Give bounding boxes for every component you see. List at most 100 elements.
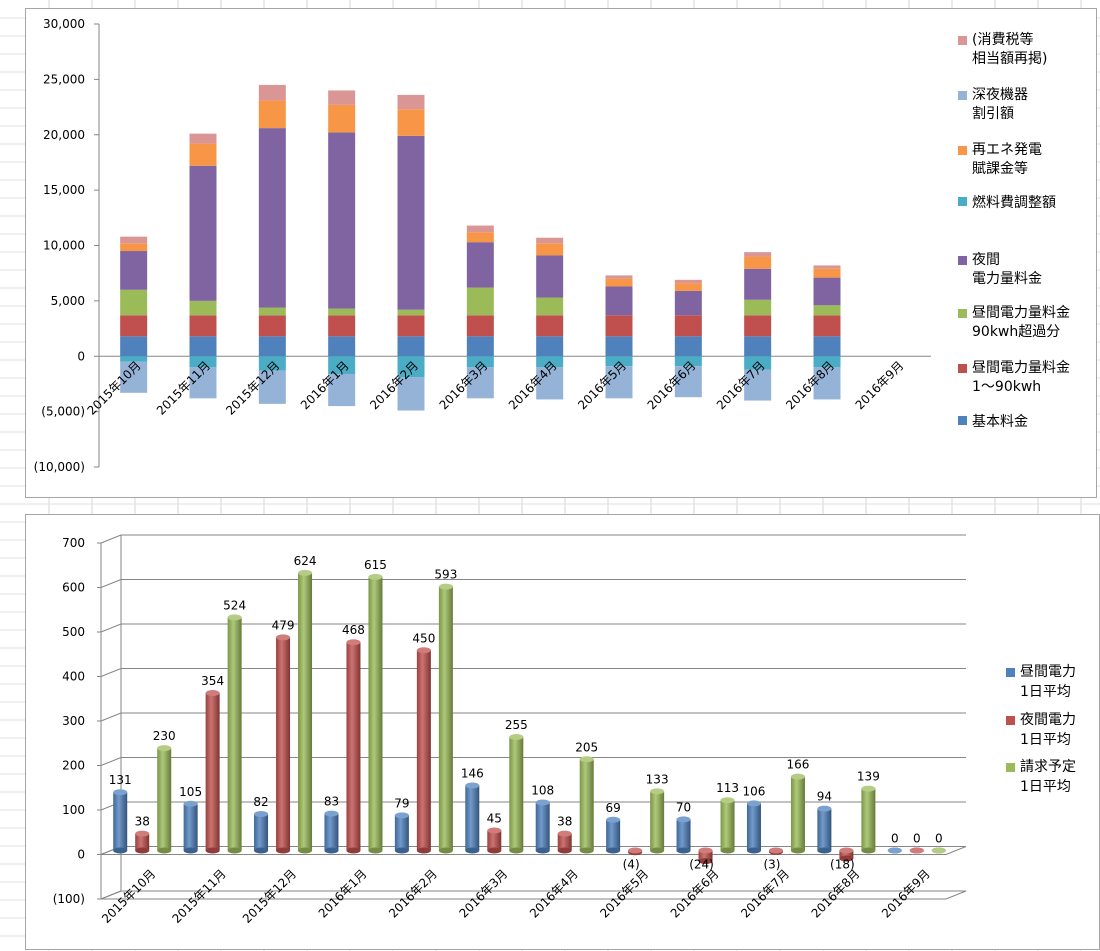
y-tick-label: 20,000 (43, 128, 85, 142)
legend-label: 1日平均 (1020, 684, 1071, 700)
cylinder-body (676, 819, 691, 851)
bar-segment (744, 268, 772, 300)
y-tick-label: (5,000) (41, 405, 85, 419)
cylinder-base (509, 847, 524, 854)
bar-segment (605, 315, 633, 337)
bar-segment (189, 336, 217, 357)
bar-segment (120, 251, 148, 290)
stacked-cost-chart-svg: 30,000 25,000 20,000 15,000 10,000 5,000 0 (5,0… (34, 17, 1070, 474)
legend-label: 1〜90kwh (972, 379, 1041, 395)
legend-label: 昼間電力量料金 (972, 360, 1070, 376)
legend-label: 深夜機器 (972, 87, 1028, 103)
cylinder-body (650, 791, 665, 851)
cylinder-body (861, 788, 876, 851)
bar-segment (189, 367, 217, 399)
legend-label: 夜間電力 (1020, 712, 1076, 728)
cylinder-body (346, 642, 361, 851)
bar-segment (189, 300, 217, 316)
cylinder-top (205, 689, 220, 696)
legend-label: 燃料費調整額 (972, 194, 1056, 211)
cylinder-top (931, 847, 946, 854)
data-label: 468 (342, 623, 365, 637)
cylinder-top (909, 847, 924, 854)
cylinder-body (465, 785, 480, 851)
bar-segment (120, 289, 148, 316)
cylinder-base (676, 847, 691, 854)
bar-segment (466, 367, 494, 399)
bar-segment (397, 309, 425, 316)
bar-segment (397, 315, 425, 337)
bar-segment (674, 366, 702, 398)
data-label: 94 (817, 790, 832, 804)
cylinder-body (394, 815, 409, 851)
cylinder-top (557, 830, 572, 837)
x-tick-label: 2016年7月 (738, 867, 792, 921)
y-tick-label: 300 (62, 714, 85, 728)
bar-segment (674, 356, 702, 367)
bar-segment (258, 315, 286, 337)
data-label: 146 (461, 767, 484, 781)
y-tick-label: 0 (77, 349, 85, 363)
bar-segment (189, 143, 217, 166)
cylinder-top (676, 816, 691, 823)
cylinder-body (839, 850, 854, 859)
bar-segment (189, 356, 217, 368)
cylinder-top (394, 812, 409, 819)
legend-label: 夜間 (972, 252, 1000, 268)
cylinder-body (698, 850, 713, 862)
bar-segment (744, 336, 772, 357)
bar-segment (605, 366, 633, 399)
bar-segment (674, 315, 702, 337)
cylinder-base (227, 847, 242, 854)
legend-swatch (958, 256, 967, 265)
x-tick-label: 2016年9月 (879, 867, 933, 921)
cylinder-top (887, 847, 902, 854)
data-label: 108 (531, 783, 554, 797)
cylinder-top (276, 634, 291, 641)
legend-label: 昼間電力量料金 (972, 305, 1070, 321)
bar-segment (466, 336, 494, 357)
legend-label: 90kwh超過分 (972, 324, 1060, 340)
bar-segment (328, 315, 356, 337)
bar-segment (397, 135, 425, 310)
cylinder-base (157, 847, 172, 854)
data-label: 0 (913, 832, 921, 846)
bar-segment (328, 373, 356, 407)
data-label: 82 (253, 795, 268, 809)
legend-label: 相当額再掲) (972, 51, 1047, 67)
bar-segment (258, 370, 286, 404)
cylinder-base (113, 847, 128, 854)
y-tick-label: 0 (77, 848, 85, 862)
cylinder-base (557, 847, 572, 854)
cylinder-top (183, 800, 198, 807)
legend-label: 請求予定 (1020, 759, 1076, 775)
data-label: 139 (857, 770, 880, 784)
data-label: 354 (201, 674, 224, 688)
cylinder-body (790, 776, 805, 851)
cylinder-body (817, 808, 832, 851)
bar-segment (120, 243, 148, 252)
y-tick-label: 500 (62, 625, 85, 639)
cylinder-body (579, 759, 594, 851)
bar-segment (466, 232, 494, 243)
bar-segment (328, 308, 356, 316)
data-label: 166 (787, 758, 810, 772)
daily-average-chart-svg: 7006005004003002001000(100)131382302015年… (53, 534, 1076, 926)
bar-segment (466, 315, 494, 337)
bar-segment (328, 132, 356, 309)
data-label: 205 (575, 740, 598, 754)
legend-swatch (958, 416, 967, 425)
data-label: 255 (505, 718, 528, 732)
bar-segment (744, 299, 772, 316)
cylinder-top (698, 847, 713, 854)
daily-average-chart[interactable]: 700 600 500 400 300 200 100 0 (100) 131 38 230 2015年… (25, 514, 1100, 950)
bar-segment (605, 275, 633, 279)
cylinder-base (205, 847, 220, 854)
y-tick-label: 100 (62, 803, 85, 817)
cylinder-base (579, 847, 594, 854)
legend-swatch (958, 91, 967, 100)
bar-segment (397, 94, 425, 110)
stacked-cost-chart[interactable]: 30,000 25,000 20,000 15,000 10,000 5,000 0 (5,0… (25, 8, 1097, 498)
x-tick-label: 2016年2月 (386, 867, 440, 921)
gridline-side (100, 757, 122, 766)
